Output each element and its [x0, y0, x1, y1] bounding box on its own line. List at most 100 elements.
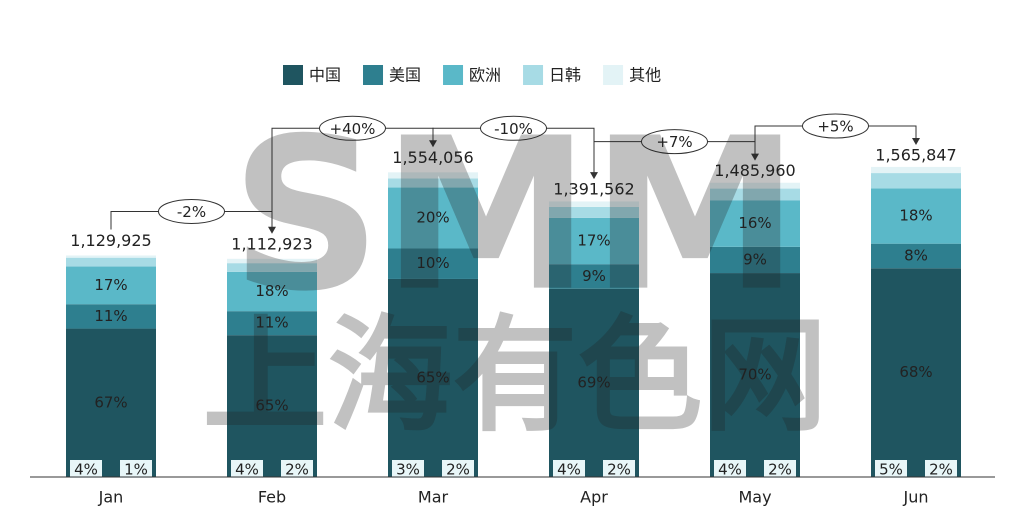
watermark: 上海有色网	[203, 304, 828, 449]
legend-swatch	[523, 65, 544, 85]
segment-label: 2%	[929, 461, 953, 479]
bar-segment	[710, 273, 800, 477]
bar-segment	[710, 246, 800, 274]
bar-segment	[227, 258, 317, 264]
segment-label: 8%	[904, 246, 928, 264]
bar-segment	[388, 178, 478, 188]
segment-label-bg	[553, 460, 585, 478]
change-badge	[480, 115, 547, 141]
segment-label: 10%	[416, 254, 449, 272]
change-badge	[158, 198, 225, 224]
x-tick-label: Jan	[98, 488, 124, 507]
legend-label: 日韩	[549, 66, 581, 85]
legend-swatch	[283, 65, 303, 85]
bar-segment	[227, 263, 317, 272]
bar-segment	[710, 200, 800, 247]
segment-label: 17%	[577, 232, 610, 250]
segment-label: 70%	[738, 366, 771, 384]
bar-segment	[388, 187, 478, 249]
legend-label: 其他	[629, 66, 661, 85]
segment-label: 9%	[582, 267, 606, 285]
segment-label: 9%	[743, 250, 767, 268]
segment-label: 2%	[607, 461, 631, 479]
bar-segment	[549, 201, 639, 207]
segment-label: 4%	[557, 461, 581, 479]
x-tick-label: Mar	[418, 488, 449, 507]
segment-label-bg	[603, 460, 635, 478]
bar-segment	[66, 255, 156, 258]
segment-label-bg	[875, 460, 907, 478]
segment-label: 17%	[94, 276, 127, 294]
segment-label: 20%	[416, 209, 449, 227]
segment-label: 11%	[255, 314, 288, 332]
segment-label: 18%	[255, 282, 288, 300]
total-label: 1,485,960	[714, 161, 795, 180]
legend-swatch	[443, 65, 464, 85]
segment-label: 2%	[446, 461, 470, 479]
x-tick-label: Feb	[258, 488, 286, 507]
segment-label-bg	[281, 460, 313, 478]
bar-segment	[388, 248, 478, 279]
bar-segment	[710, 188, 800, 201]
bar-segment	[66, 328, 156, 477]
segment-label: 5%	[879, 461, 903, 479]
segment-label: 4%	[718, 461, 742, 479]
segment-label-bg	[714, 460, 746, 478]
change-label: +40%	[330, 120, 376, 138]
bar-segment	[549, 217, 639, 265]
arrow-head	[912, 138, 920, 145]
segment-label: 68%	[899, 363, 932, 381]
bar-segment	[227, 311, 317, 336]
bar-segment	[66, 304, 156, 329]
x-tick-label: Apr	[580, 488, 608, 507]
bar-segment	[227, 271, 317, 312]
segment-label-bg	[70, 460, 102, 478]
segment-label: 2%	[285, 461, 309, 479]
segment-label: 67%	[94, 393, 127, 411]
segment-label: 2%	[768, 461, 792, 479]
total-label: 1,112,923	[231, 234, 312, 253]
segment-label-bg	[442, 460, 474, 478]
bar-segment	[871, 268, 961, 477]
change-badge	[641, 129, 708, 155]
segment-label-bg	[764, 460, 796, 478]
segment-label-bg	[392, 460, 424, 478]
segment-label: 65%	[255, 397, 288, 415]
segment-label: 65%	[416, 368, 449, 386]
total-label: 1,391,562	[553, 180, 634, 199]
bar-segment	[710, 182, 800, 189]
legend-swatch	[363, 65, 384, 85]
segment-label: 16%	[738, 214, 771, 232]
segment-label-bg	[925, 460, 957, 478]
bar-segment	[549, 264, 639, 289]
bar-segment	[871, 188, 961, 244]
bar-segment	[871, 166, 961, 174]
legend-label: 美国	[389, 66, 421, 85]
segment-label: 1%	[124, 461, 148, 479]
segment-label: 4%	[235, 461, 259, 479]
bar-segment	[66, 266, 156, 305]
segment-label: 18%	[899, 207, 932, 225]
bar-segment	[227, 335, 317, 477]
bar-segment	[871, 173, 961, 189]
legend-swatch	[603, 65, 624, 85]
bar-segment	[388, 172, 478, 179]
legend-label: 欧洲	[469, 66, 501, 85]
bar-segment	[549, 288, 639, 477]
segment-label: 11%	[94, 307, 127, 325]
bar-segment	[549, 206, 639, 218]
change-badge	[802, 113, 869, 139]
segment-label-bg	[231, 460, 263, 478]
bar-segment	[388, 278, 478, 477]
change-label: -10%	[494, 120, 533, 138]
bar-segment	[66, 257, 156, 267]
total-label: 1,554,056	[392, 148, 473, 167]
segment-label-bg	[120, 460, 152, 478]
segment-label: 4%	[74, 461, 98, 479]
bar-segment	[871, 243, 961, 269]
change-badge	[319, 115, 386, 141]
change-label: -2%	[177, 203, 206, 221]
change-label: +5%	[817, 118, 853, 136]
change-label: +7%	[656, 133, 692, 151]
